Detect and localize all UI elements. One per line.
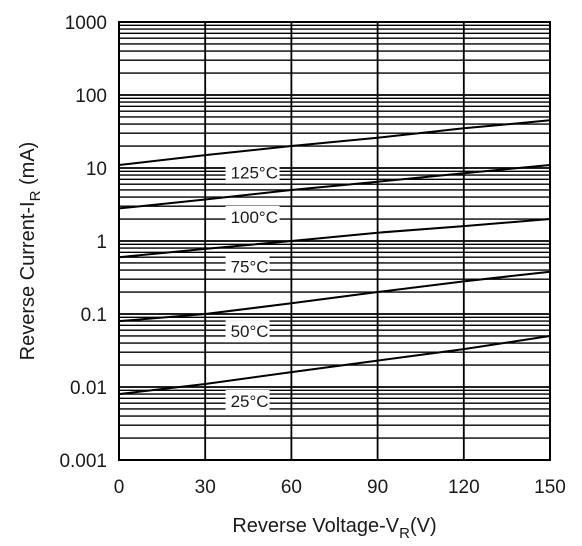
series-label: 25°C [231,392,269,411]
plot-frame [118,21,551,461]
y-tick-label: 100 [75,86,107,107]
x-tick-label: 60 [281,477,302,498]
y-axis-title: Reverse Current-IR (mA) [17,142,44,361]
tick-label-layer: 0 30 60 90 120 150 0.001 0.01 0.1 1 10 100 1000 [59,13,565,498]
x-tick-label: 30 [195,477,216,498]
y-tick-label: 0.001 [59,451,107,472]
series-label: 50°C [231,322,269,341]
series-label: 125°C [231,164,278,183]
y-tick-label: 0.1 [81,305,107,326]
axis-title-layer: Reverse Voltage-VR(V) Reverse Current-IR … [17,142,437,542]
series-label-bg [225,205,280,228]
y-tick-label: 10 [86,159,107,180]
series-line-50C [118,270,551,323]
x-tick-label: 0 [114,477,125,498]
series-line-75C [118,218,551,259]
x-tick-label: 150 [534,477,566,498]
x-axis-title: Reverse Voltage-VR(V) [232,515,436,541]
x-tick-label: 120 [448,477,480,498]
series-label-bg [225,389,270,412]
series-line-100C [118,164,551,210]
series-label: 100°C [231,208,278,227]
x-tick-label: 90 [367,477,388,498]
series-line-125C [118,119,551,166]
y-tick-label: 1 [96,232,107,253]
series-label-layer: 125°C 100°C 75°C 50°C 25°C [225,161,280,412]
y-tick-label: 1000 [65,13,107,34]
series-label-bg [225,320,270,343]
series-line-25C [118,335,551,396]
grid-layer [118,21,551,461]
y-tick-label: 0.01 [70,378,107,399]
series-label-bg [225,255,270,278]
series-layer [118,119,551,396]
series-label: 75°C [231,258,269,277]
series-label-bg [225,161,280,184]
